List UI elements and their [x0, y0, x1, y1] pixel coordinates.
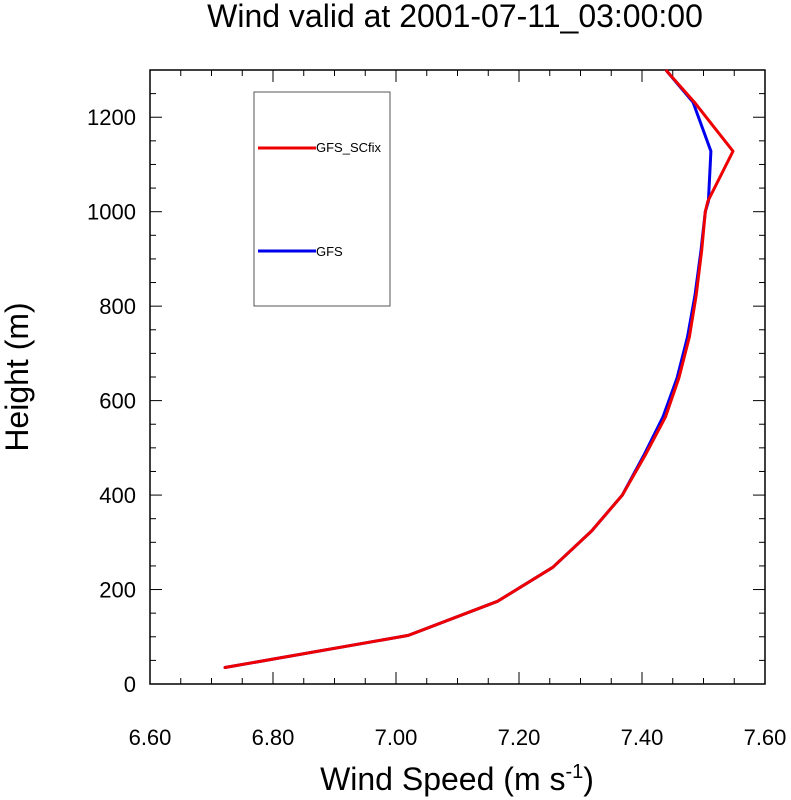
x-tick-label: 6.60: [129, 725, 172, 750]
x-tick-label: 7.60: [744, 725, 787, 750]
y-axis-label: Height (m): [0, 302, 35, 451]
y-tick-label: 0: [124, 672, 136, 697]
y-tick-label: 1000: [87, 200, 136, 225]
x-tick-label: 7.00: [375, 725, 418, 750]
legend-label-gfs: GFS: [316, 244, 343, 259]
series-lines: [223, 69, 735, 669]
plot-frame: [149, 69, 766, 685]
legend-label-gfs-scfix: GFS_SCfix: [316, 140, 382, 155]
x-tick-label: 7.40: [621, 725, 664, 750]
y-tick-label: 400: [99, 483, 136, 508]
y-tick-label: 800: [99, 294, 136, 319]
major-ticks: [149, 70, 766, 685]
series-line-gfs-scfix: [223, 69, 735, 669]
tick-labels: 6.60 6.80 7.00 7.20 7.40 7.60 0 200 400 600 800 100…: [87, 105, 786, 750]
y-tick-label: 600: [99, 389, 136, 414]
y-tick-label: 1200: [87, 105, 136, 130]
x-axis-label: Wind Speed (m s-1): [320, 761, 594, 797]
x-tick-label: 7.20: [498, 725, 541, 750]
chart-title: Wind valid at 2001-07-11_03:00:00: [207, 0, 703, 34]
legend-box: [253, 91, 391, 307]
minor-ticks: [150, 69, 765, 684]
y-tick-label: 200: [99, 578, 136, 603]
x-tick-label: 6.80: [252, 725, 295, 750]
